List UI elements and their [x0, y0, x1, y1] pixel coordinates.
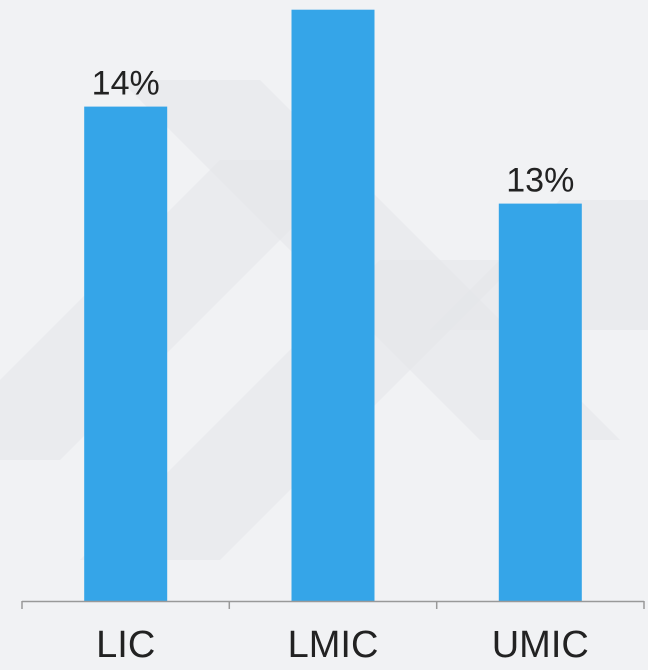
data-label-lic: 14%	[92, 65, 160, 103]
data-label-umic: 13%	[506, 162, 574, 200]
category-label-umic: UMIC	[492, 624, 589, 666]
bars-group	[84, 9, 582, 601]
bar-umic	[498, 203, 582, 601]
category-label-lmic: LMIC	[288, 624, 379, 666]
bar-lic	[84, 106, 168, 601]
data-label-lmic: 15%	[299, 0, 367, 6]
bar-labels-group: 14% 15% 13%	[92, 0, 575, 200]
category-label-lic: LIC	[96, 624, 155, 666]
category-labels-group: LIC LMIC UMIC	[96, 624, 589, 666]
bar-lmic	[291, 9, 375, 601]
x-axis	[21, 600, 645, 609]
